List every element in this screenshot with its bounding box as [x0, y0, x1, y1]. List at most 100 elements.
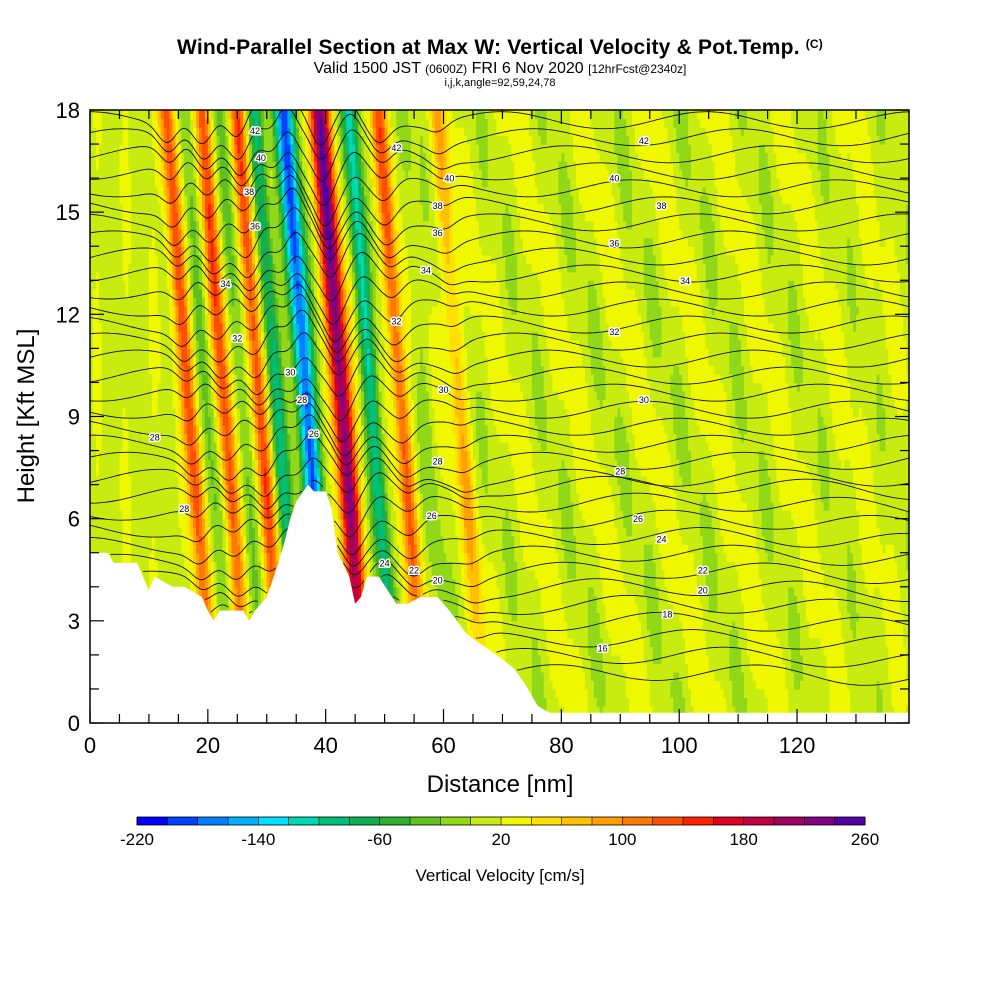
velocity-cell: [140, 373, 144, 384]
velocity-cell: [134, 433, 138, 443]
velocity-cell: [172, 476, 177, 486]
velocity-cell: [119, 229, 124, 239]
velocity-cell: [119, 416, 124, 426]
velocity-cell: [125, 459, 129, 469]
velocity-cell: [175, 314, 179, 324]
velocity-cell: [154, 186, 159, 196]
velocity-cell: [207, 578, 212, 588]
velocity-cell: [122, 331, 126, 341]
velocity-cell: [166, 407, 171, 418]
velocity-cell: [193, 229, 197, 239]
velocity-cell: [187, 535, 191, 545]
velocity-cell: [169, 220, 174, 230]
velocity-cell: [116, 263, 121, 273]
velocity-cell: [160, 152, 165, 162]
velocity-cell: [210, 552, 215, 562]
velocity-cell: [181, 561, 185, 571]
velocity-cell: [184, 331, 188, 341]
velocity-cell: [154, 220, 159, 230]
velocity-cell: [204, 535, 209, 545]
velocity-cell: [193, 254, 197, 264]
velocity-cell: [201, 569, 206, 579]
velocity-cell: [196, 552, 200, 562]
velocity-cell: [163, 552, 168, 562]
velocity-cell: [95, 390, 100, 401]
velocity-cell: [154, 331, 159, 341]
velocity-cell: [181, 110, 185, 120]
velocity-cell: [163, 467, 168, 477]
velocity-cell: [187, 552, 191, 562]
velocity-cell: [131, 203, 135, 213]
velocity-cell: [104, 322, 109, 332]
velocity-cell: [107, 237, 112, 247]
velocity-cell: [92, 263, 97, 273]
velocity-cell: [207, 178, 212, 188]
velocity-cell: [172, 459, 177, 469]
velocity-cell: [178, 220, 182, 230]
velocity-cell: [187, 356, 191, 367]
velocity-cell: [137, 382, 141, 392]
velocity-cell: [110, 280, 115, 290]
velocity-cell: [154, 407, 159, 418]
velocity-cell: [207, 195, 212, 205]
velocity-cell: [190, 484, 194, 494]
velocity-cell: [131, 348, 135, 358]
velocity-cell: [116, 314, 121, 324]
velocity-cell: [169, 416, 174, 426]
velocity-cell: [128, 399, 132, 409]
velocity-cell: [131, 212, 135, 222]
velocity-cell: [145, 203, 150, 213]
velocity-cell: [110, 331, 115, 341]
velocity-cell: [204, 501, 209, 511]
velocity-cell: [160, 288, 165, 298]
velocity-cell: [175, 237, 179, 247]
velocity-cell: [128, 348, 132, 358]
velocity-cell: [122, 399, 126, 409]
velocity-cell: [143, 110, 147, 120]
velocity-cell: [137, 339, 141, 349]
velocity-cell: [92, 280, 97, 290]
velocity-cell: [163, 144, 168, 154]
velocity-cell: [190, 339, 194, 349]
velocity-cell: [178, 518, 182, 528]
velocity-cell: [134, 203, 138, 213]
velocity-cell: [190, 365, 194, 375]
velocity-cell: [172, 127, 177, 137]
velocity-cell: [113, 118, 118, 128]
velocity-cell: [116, 518, 121, 528]
velocity-cell: [199, 254, 203, 264]
velocity-cell: [92, 254, 97, 264]
velocity-cell: [92, 390, 97, 401]
velocity-cell: [137, 271, 141, 281]
velocity-cell: [163, 442, 168, 452]
velocity-cell: [157, 229, 162, 239]
velocity-cell: [90, 527, 94, 537]
velocity-cell: [169, 195, 174, 205]
velocity-cell: [166, 510, 171, 520]
velocity-cell: [160, 390, 165, 401]
velocity-cell: [199, 569, 203, 579]
velocity-cell: [134, 237, 138, 247]
velocity-cell: [196, 356, 200, 367]
velocity-cell: [119, 271, 124, 281]
velocity-cell: [157, 280, 162, 290]
velocity-cell: [148, 365, 153, 375]
velocity-cell: [90, 280, 94, 290]
velocity-cell: [113, 288, 118, 298]
velocity-cell: [128, 373, 132, 384]
velocity-cell: [101, 382, 106, 392]
velocity-cell: [172, 467, 177, 477]
velocity-cell: [193, 578, 197, 588]
velocity-cell: [98, 110, 103, 120]
velocity-cell: [134, 314, 138, 324]
velocity-cell: [95, 433, 100, 443]
velocity-cell: [140, 493, 144, 503]
velocity-cell: [201, 305, 206, 315]
velocity-cell: [148, 407, 153, 418]
velocity-cell: [160, 314, 165, 324]
velocity-cell: [134, 254, 138, 264]
velocity-cell: [145, 127, 150, 137]
velocity-cell: [113, 195, 118, 205]
velocity-cell: [95, 195, 100, 205]
velocity-cell: [116, 152, 121, 162]
